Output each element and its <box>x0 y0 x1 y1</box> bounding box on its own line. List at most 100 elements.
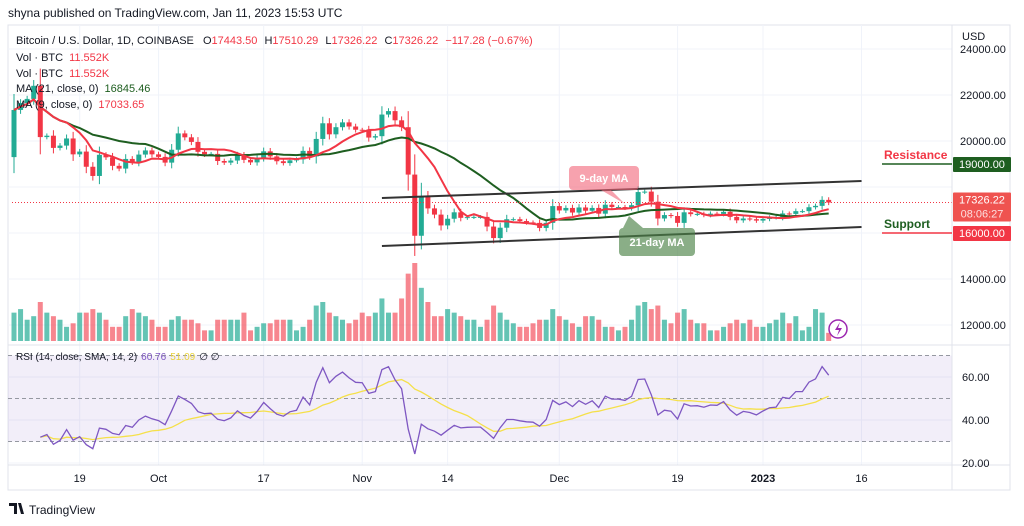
price-axis[interactable]: 12000.00 14000.00 20000.00 22000.00 24000.00 <box>960 44 1006 332</box>
volume-bar <box>740 323 746 341</box>
candle <box>11 93 17 174</box>
candle <box>786 211 792 216</box>
candle-body <box>675 215 681 223</box>
open-value: 17443.50 <box>212 35 258 47</box>
candle-body <box>340 122 345 128</box>
volume-bar <box>504 319 510 341</box>
vol-value: 11.552K <box>69 52 110 64</box>
candle <box>583 204 589 214</box>
volume-bar <box>359 312 365 341</box>
volume-bar <box>77 312 83 341</box>
volume-bar <box>254 326 260 341</box>
volume-bar <box>162 326 168 341</box>
candle <box>123 154 129 174</box>
candle-body <box>385 111 391 115</box>
candle-body <box>412 174 418 236</box>
candle <box>188 134 194 146</box>
candle-body <box>359 129 365 131</box>
candle-body <box>445 218 451 226</box>
candle-body <box>721 211 727 214</box>
lightning-button[interactable] <box>828 319 848 339</box>
volume-bar <box>188 319 194 341</box>
ma9-line <box>13 98 829 227</box>
volume-bar <box>661 319 667 341</box>
candle <box>64 134 70 150</box>
volume-bar <box>248 330 254 341</box>
volume-bars <box>11 263 832 341</box>
close-value: 17326.22 <box>392 35 438 47</box>
volume-bar <box>477 326 483 341</box>
volume-bar <box>701 323 707 341</box>
candle <box>169 144 175 169</box>
candle-body <box>195 141 201 152</box>
volume-bar <box>96 312 102 341</box>
candle <box>103 152 109 160</box>
price-tick-label: 14000.00 <box>960 274 1006 286</box>
volume-bar <box>438 316 444 341</box>
volume-bar <box>767 323 773 341</box>
volume-bar <box>602 326 608 341</box>
volume-bar <box>208 330 214 341</box>
volume-bar <box>721 326 727 341</box>
candle-body <box>182 133 188 138</box>
volume-bar <box>64 326 70 341</box>
candle-body <box>241 155 247 160</box>
resistance-price: 19000.00 <box>959 159 1005 171</box>
candle <box>504 214 510 233</box>
volume-bar <box>261 323 267 341</box>
rsi-sma-value: 51.09 <box>170 352 195 363</box>
time-tick-label: Dec <box>550 473 570 485</box>
candle <box>484 212 490 232</box>
volume-bar <box>760 326 766 341</box>
time-tick-label: 19 <box>74 473 86 485</box>
time-tick-label: 14 <box>441 473 453 485</box>
candle <box>372 133 378 140</box>
candle-body <box>313 138 319 157</box>
volume-bar <box>813 309 819 341</box>
last-price-box <box>953 192 1011 222</box>
candle <box>326 118 332 140</box>
candle <box>320 116 326 146</box>
candle-body <box>96 154 102 176</box>
candle-body <box>451 212 457 219</box>
ma21-legend[interactable]: MA (21, close, 0) 16845.46 <box>16 83 150 95</box>
price-tick-label: 20000.00 <box>960 136 1006 148</box>
candle-body <box>510 219 516 221</box>
tradingview-logo[interactable]: TradingView <box>9 503 95 517</box>
candle-body <box>353 126 359 130</box>
candle <box>77 148 83 158</box>
volume-bar <box>385 312 391 341</box>
volume-bar <box>110 326 116 341</box>
volume-bar <box>90 309 96 341</box>
volume-bar <box>241 312 247 341</box>
volume-bar <box>116 326 122 341</box>
resistance-price-box <box>953 157 1011 172</box>
candle-body <box>753 219 759 221</box>
ma9-legend[interactable]: MA (9, close, 0) 17033.65 <box>16 99 144 111</box>
time-axis[interactable]: 19 Oct 17 Nov 14 Dec 19 2023 16 <box>74 473 868 485</box>
candle-body <box>504 219 510 228</box>
volume-bar <box>596 319 602 341</box>
volume-bar <box>405 273 411 341</box>
candle-body <box>431 208 437 215</box>
candle <box>333 123 339 139</box>
candle-body <box>346 122 352 127</box>
candle-body <box>609 204 615 208</box>
symbol-title[interactable]: Bitcoin / U.S. Dollar, 1D, COINBASE <box>16 35 194 47</box>
volume-bar <box>753 326 759 341</box>
volume-bar <box>668 323 674 341</box>
candle <box>149 147 155 158</box>
candle-body <box>208 153 214 155</box>
volume-bar <box>609 326 615 341</box>
volume-bar <box>819 312 825 341</box>
vol-legend-1[interactable]: Vol · BTC 11.552K <box>16 52 110 64</box>
candle <box>50 130 56 154</box>
rsi-legend[interactable]: RSI (14, close, SMA, 14, 2) 60.76 51.09 ∅ ∅ <box>16 352 219 363</box>
candle <box>399 116 405 132</box>
volume-bar <box>372 312 378 341</box>
vol-legend-2[interactable]: Vol · BTC 11.552K <box>16 68 110 80</box>
rsi-axis[interactable]: 20.00 40.00 60.00 <box>962 372 990 470</box>
candle-body <box>326 123 332 135</box>
candle <box>280 158 286 166</box>
